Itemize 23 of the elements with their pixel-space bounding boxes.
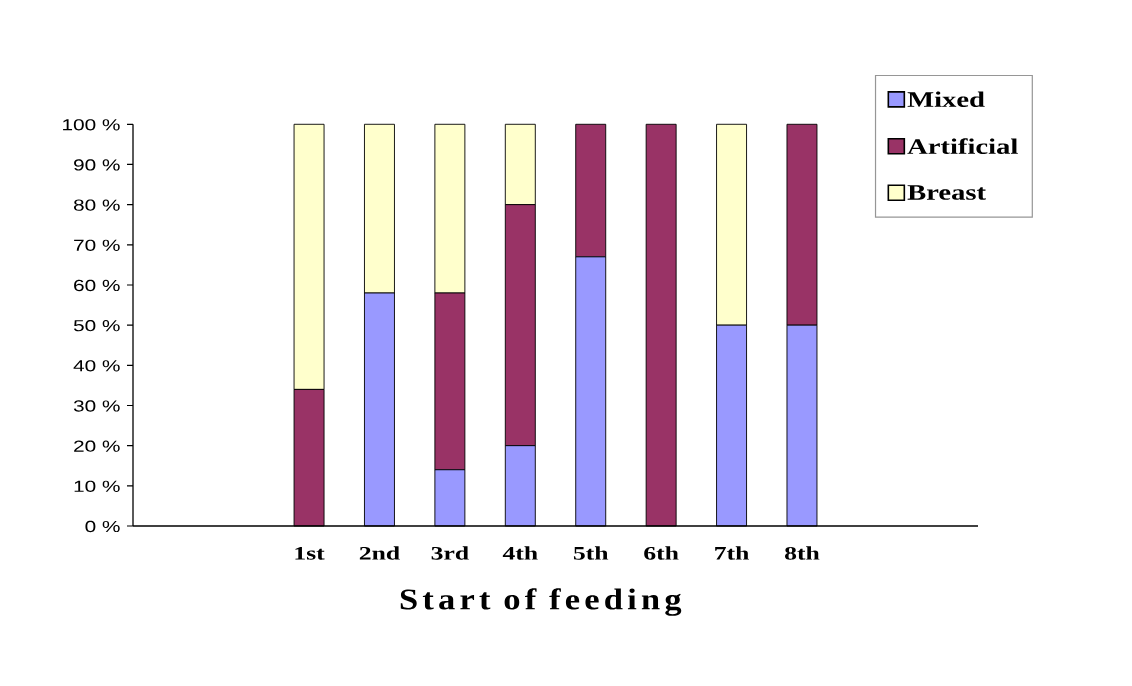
y-tick-label: 70 %: [74, 239, 120, 251]
x-tick-label: 1st: [295, 547, 325, 560]
x-tick-label: 4th: [502, 546, 538, 560]
legend-label: Breast: [907, 185, 986, 200]
y-tick-label: 10 %: [74, 480, 120, 492]
x-tick-label: 2nd: [359, 546, 400, 560]
x-tick-label: 5th: [573, 546, 609, 560]
x-tick-label: 7th: [715, 546, 749, 560]
y-tick-label: 80 %: [73, 199, 120, 211]
y-tick-label: 40 %: [73, 360, 120, 372]
y-tick-label: 60 %: [74, 279, 120, 292]
y-tick-label: 30 %: [73, 400, 120, 412]
x-tick-label: 3rd: [431, 546, 469, 560]
legend-label: Artificial: [907, 138, 1018, 154]
y-tick-label: 50 %: [73, 319, 120, 332]
y-tick-label: 100 %: [63, 119, 120, 131]
y-tick-label: 20 %: [74, 440, 120, 452]
y-tick-label: 90 %: [74, 159, 120, 171]
x-tick-label: 6th: [644, 546, 679, 560]
x-tick-label: 8th: [785, 546, 820, 560]
legend-label: Mixed: [907, 91, 985, 107]
y-tick-label: 0 %: [85, 520, 120, 533]
x-axis-title: Start of feeding: [400, 588, 682, 616]
